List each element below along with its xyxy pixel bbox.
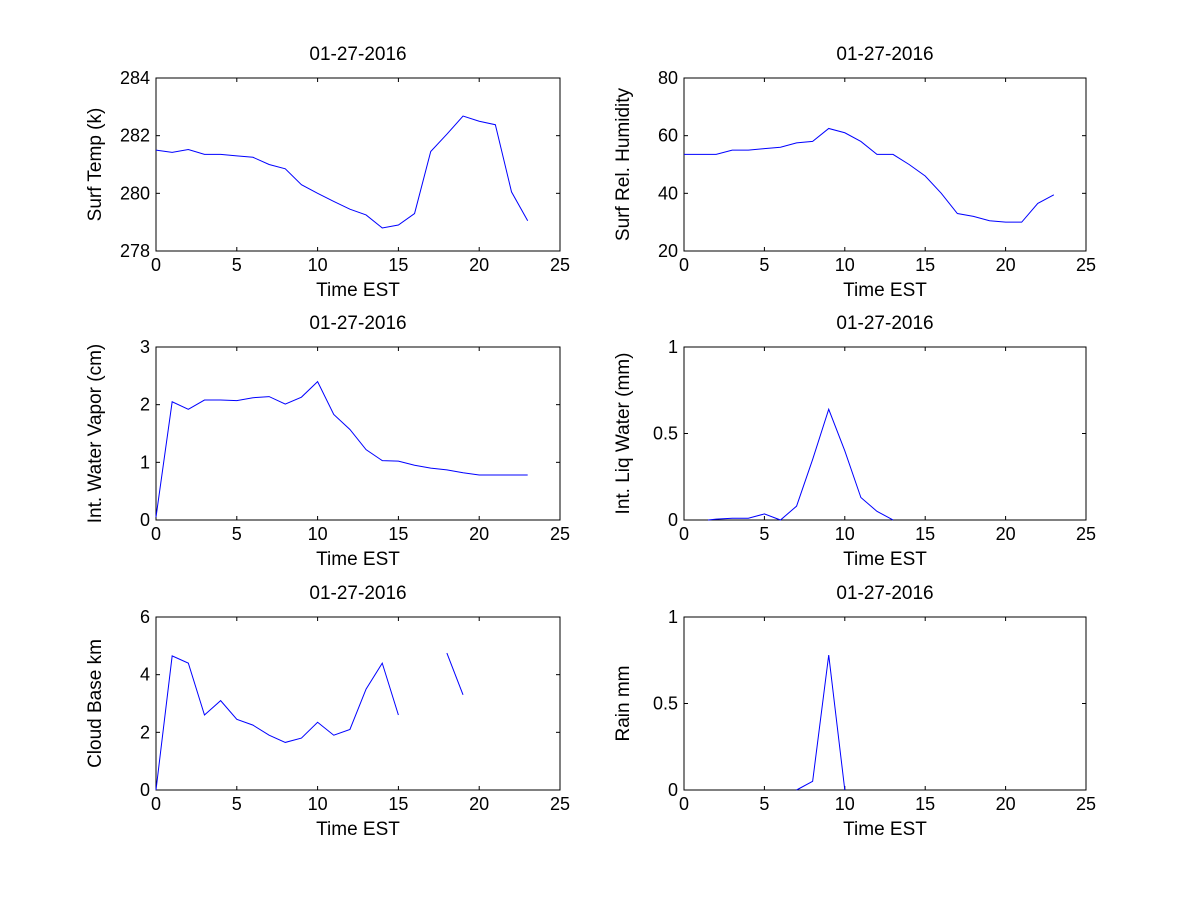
- y-tick-label: 80: [658, 68, 678, 88]
- y-tick-label: 40: [658, 183, 678, 203]
- y-tick-label: 280: [120, 183, 150, 203]
- x-tick-label: 10: [308, 794, 328, 814]
- chart-title: 01-27-2016: [309, 313, 406, 334]
- x-tick-label: 15: [388, 255, 408, 275]
- x-tick-label: 0: [151, 255, 161, 275]
- x-tick-label: 0: [679, 524, 689, 544]
- y-tick-label: 0: [140, 510, 150, 530]
- y-tick-label: 4: [140, 665, 150, 685]
- series-line: [155, 380, 528, 518]
- x-tick-label: 0: [679, 794, 689, 814]
- x-tick-label: 20: [996, 794, 1016, 814]
- y-axis-label: Cloud Base km: [85, 639, 106, 768]
- x-tick-label: 15: [915, 794, 935, 814]
- y-tick-label: 0: [140, 780, 150, 800]
- x-tick-label: 25: [1076, 794, 1096, 814]
- subplot-3: 0 5 10 15 20 25 0 1 2 3 01-27-2016 Time EST Int. Wat…: [85, 313, 570, 570]
- y-tick-label: 60: [658, 126, 678, 146]
- x-tick-label: 10: [835, 255, 855, 275]
- y-tick-label: 0.5: [653, 424, 678, 444]
- series-line: [796, 654, 846, 791]
- x-tick-label: 15: [915, 255, 935, 275]
- y-axis-label: Surf Temp (k): [85, 108, 106, 222]
- series-line: [708, 407, 894, 521]
- x-axis-label: Time EST: [316, 549, 400, 570]
- x-axis-label: Time EST: [843, 819, 927, 840]
- x-tick-label: 10: [308, 255, 328, 275]
- y-tick-label: 1: [668, 337, 678, 357]
- y-tick-label: 0: [668, 510, 678, 530]
- x-axis-label: Time EST: [843, 280, 927, 301]
- y-tick-label: 284: [120, 68, 150, 88]
- y-tick-label: 282: [120, 126, 150, 146]
- series-line: [155, 655, 399, 791]
- y-axis-label: Rain mm: [613, 665, 634, 741]
- x-tick-label: 5: [759, 255, 769, 275]
- chart-title: 01-27-2016: [309, 44, 406, 65]
- y-tick-label: 278: [120, 241, 150, 261]
- chart-title: 01-27-2016: [836, 44, 933, 65]
- subplot-4: 0 5 10 15 20 25 0 0.5 1 01-27-2016 Time EST Int. Li…: [613, 313, 1096, 570]
- x-tick-label: 0: [151, 794, 161, 814]
- subplot-6: 0 5 10 15 20 25 0 0.5 1 01-27-2016 Time EST Rain mm: [613, 583, 1096, 840]
- chart-title: 01-27-2016: [836, 313, 933, 334]
- series-line: [684, 127, 1055, 223]
- series-line: [155, 115, 529, 229]
- x-tick-label: 25: [550, 524, 570, 544]
- x-tick-label: 5: [759, 794, 769, 814]
- y-axis-label: Surf Rel. Humidity: [613, 87, 634, 241]
- x-axis-label: Time EST: [843, 549, 927, 570]
- x-tick-label: 20: [469, 255, 489, 275]
- chart-title: 01-27-2016: [836, 583, 933, 604]
- axes-frame: [683, 346, 1087, 521]
- y-axis-label: Int. Liq Water (mm): [613, 353, 634, 515]
- x-tick-label: 0: [151, 524, 161, 544]
- axes-frame: [155, 77, 561, 252]
- x-tick-label: 10: [308, 524, 328, 544]
- y-tick-label: 0.5: [653, 694, 678, 714]
- axes-frame: [155, 616, 561, 791]
- y-tick-label: 2: [140, 395, 150, 415]
- x-tick-label: 5: [232, 794, 242, 814]
- x-tick-label: 25: [1076, 255, 1096, 275]
- y-tick-label: 6: [140, 607, 150, 627]
- subplot-5: 0 5 10 15 20 25 0 2 4 6 01-27-2016 Time EST Cloud Ba…: [85, 583, 570, 840]
- x-tick-label: 15: [915, 524, 935, 544]
- x-tick-label: 15: [388, 794, 408, 814]
- x-axis-label: Time EST: [316, 819, 400, 840]
- x-tick-label: 10: [835, 524, 855, 544]
- x-tick-label: 20: [469, 794, 489, 814]
- x-tick-label: 20: [469, 524, 489, 544]
- x-tick-label: 25: [550, 794, 570, 814]
- y-tick-label: 2: [140, 722, 150, 742]
- y-axis-label: Int. Water Vapor (cm): [85, 344, 106, 523]
- axes-frame: [155, 346, 561, 521]
- y-tick-label: 1: [140, 452, 150, 472]
- x-tick-label: 15: [388, 524, 408, 544]
- x-tick-label: 5: [232, 255, 242, 275]
- x-tick-label: 20: [996, 255, 1016, 275]
- x-tick-label: 20: [996, 524, 1016, 544]
- x-tick-label: 0: [679, 255, 689, 275]
- subplot-1: 0 5 10 15 20 25 278 280 282 284 01-27-2016 Time EST…: [85, 44, 570, 301]
- x-tick-label: 5: [232, 524, 242, 544]
- subplot-2: 0 5 10 15 20 25 20 40 60 80 01-27-2016 Time EST Surf…: [613, 44, 1096, 301]
- y-tick-label: 1: [668, 607, 678, 627]
- series-line: [446, 652, 464, 696]
- chart-title: 01-27-2016: [309, 583, 406, 604]
- x-tick-label: 5: [759, 524, 769, 544]
- x-tick-label: 25: [1076, 524, 1096, 544]
- y-tick-label: 3: [140, 337, 150, 357]
- x-tick-label: 25: [550, 255, 570, 275]
- axes-frame: [683, 77, 1087, 252]
- y-tick-label: 20: [658, 241, 678, 261]
- x-tick-label: 10: [835, 794, 855, 814]
- x-axis-label: Time EST: [316, 280, 400, 301]
- y-tick-label: 0: [668, 780, 678, 800]
- axes-frame: [683, 616, 1087, 791]
